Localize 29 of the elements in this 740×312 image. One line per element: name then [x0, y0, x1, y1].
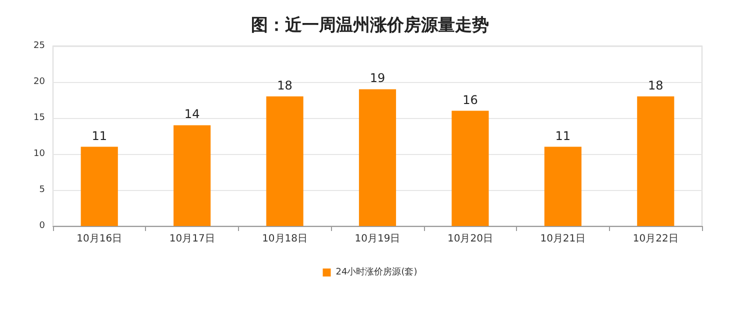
y-tick-label: 20 — [34, 77, 46, 87]
x-tick-label: 10月18日 — [262, 234, 308, 244]
y-tick-label: 25 — [34, 41, 45, 51]
data-label: 16 — [462, 92, 478, 107]
y-tick-label: 0 — [39, 221, 46, 231]
data-label: 19 — [370, 71, 386, 86]
data-label: 11 — [555, 128, 571, 143]
y-tick-label: 15 — [34, 113, 45, 123]
bar — [544, 146, 582, 226]
y-tick-label: 10 — [34, 149, 46, 159]
bar — [452, 110, 489, 226]
bar — [266, 96, 304, 226]
x-tick-label: 10月19日 — [354, 234, 400, 244]
bar — [637, 96, 674, 226]
chart-title: 图：近一周温州涨价房源量走势 — [251, 16, 489, 36]
legend-label: 24小时涨价房源(套) — [336, 266, 418, 278]
y-tick-label: 5 — [39, 185, 45, 195]
data-label: 18 — [277, 78, 292, 92]
data-label: 14 — [184, 107, 200, 122]
x-tick-label: 10月17日 — [169, 234, 215, 244]
bar — [174, 125, 211, 226]
bar — [358, 89, 396, 226]
x-tick-label: 10月22日 — [632, 234, 678, 244]
x-tick-label: 10月21日 — [540, 234, 586, 244]
data-label: 18 — [648, 78, 664, 92]
bar — [80, 146, 118, 226]
x-tick-label: 10月16日 — [76, 234, 122, 244]
data-label: 11 — [92, 128, 107, 143]
x-tick-label: 10月20日 — [447, 234, 493, 244]
